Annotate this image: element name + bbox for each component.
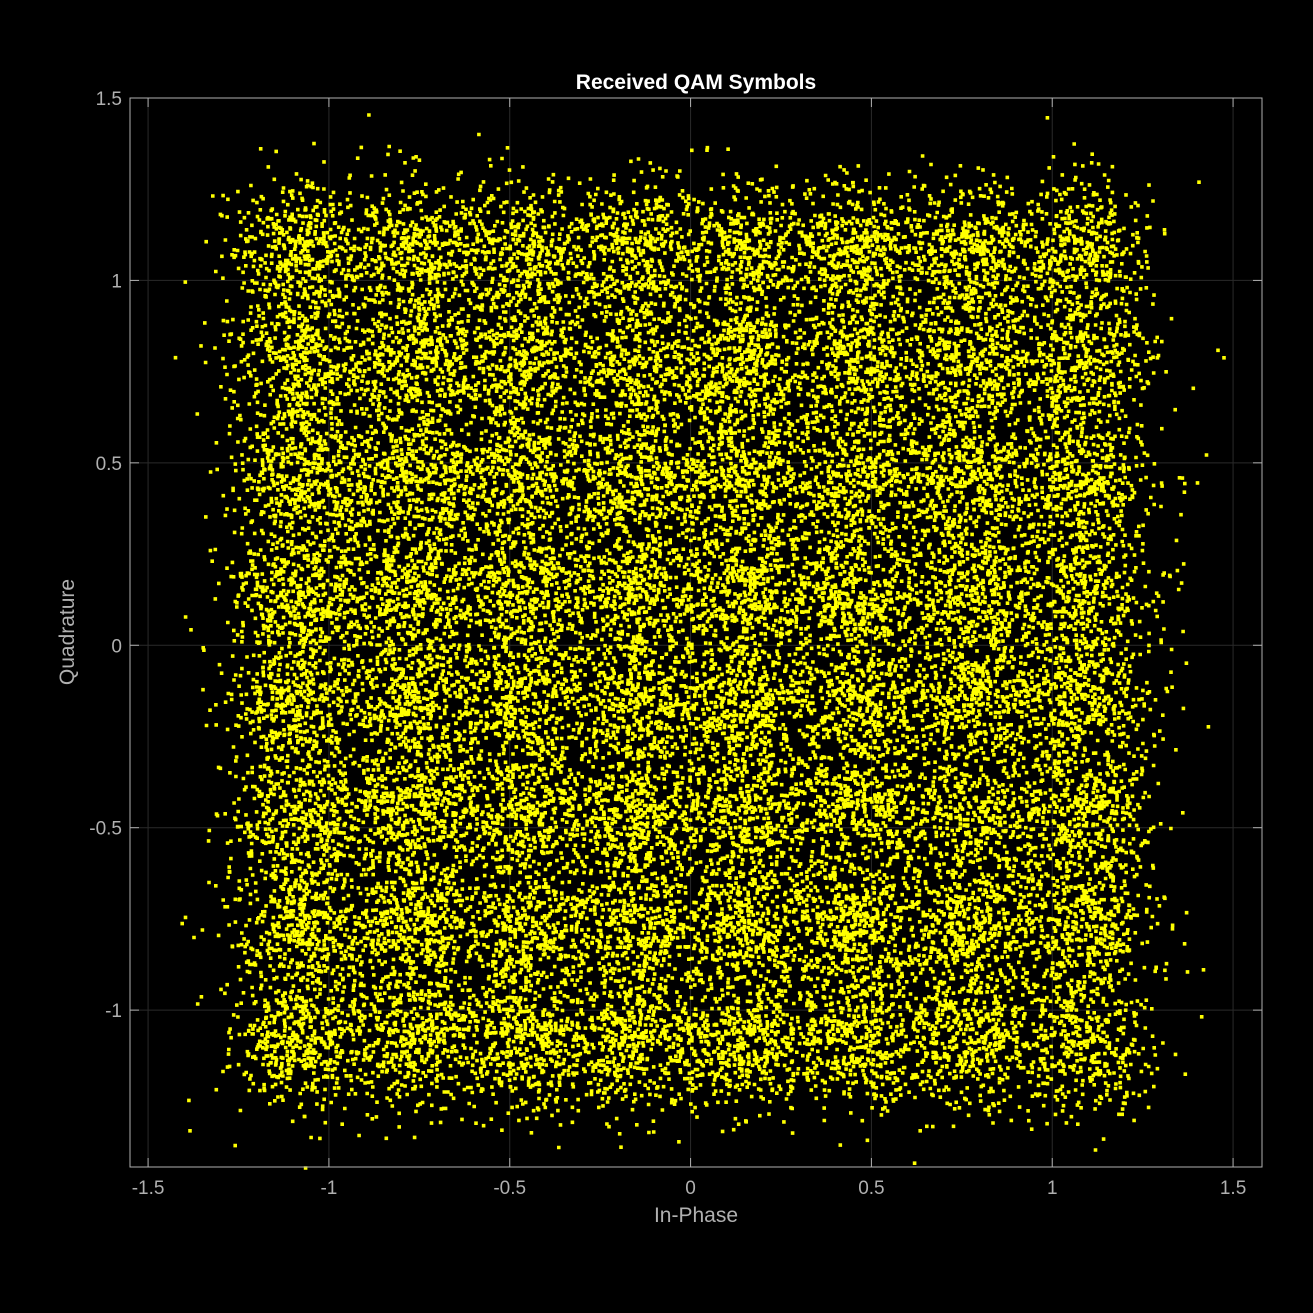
y-tick-label: -1 <box>105 1001 122 1022</box>
x-tick-label: -1.5 <box>132 1178 165 1199</box>
x-tick-label: -1 <box>320 1178 337 1199</box>
scatter-points <box>173 113 1226 1170</box>
y-tick-label: 0 <box>111 636 122 657</box>
y-tick-label: 0.5 <box>96 454 122 475</box>
chart-title: Received QAM Symbols <box>576 71 816 94</box>
constellation-points <box>173 113 1226 1170</box>
x-tick-label: 0.5 <box>858 1178 884 1199</box>
x-tick-label: -0.5 <box>493 1178 526 1199</box>
x-tick-label: 0 <box>685 1178 696 1199</box>
x-axis-ticks: -1.5 -1 -0.5 0 0.5 1 1.5 <box>132 98 1246 1199</box>
y-axis-ticks: 1.5 1 0.5 0 -0.5 -1 <box>89 89 1262 1022</box>
y-tick-label: -0.5 <box>89 819 122 840</box>
y-tick-label: 1 <box>111 271 122 292</box>
x-tick-label: 1.5 <box>1220 1178 1246 1199</box>
y-tick-label: 1.5 <box>96 89 122 110</box>
x-tick-label: 1 <box>1047 1178 1058 1199</box>
y-axis-label: Quadrature <box>56 579 79 685</box>
x-axis-label: In-Phase <box>654 1204 738 1227</box>
plot-frame <box>129 97 1263 1168</box>
